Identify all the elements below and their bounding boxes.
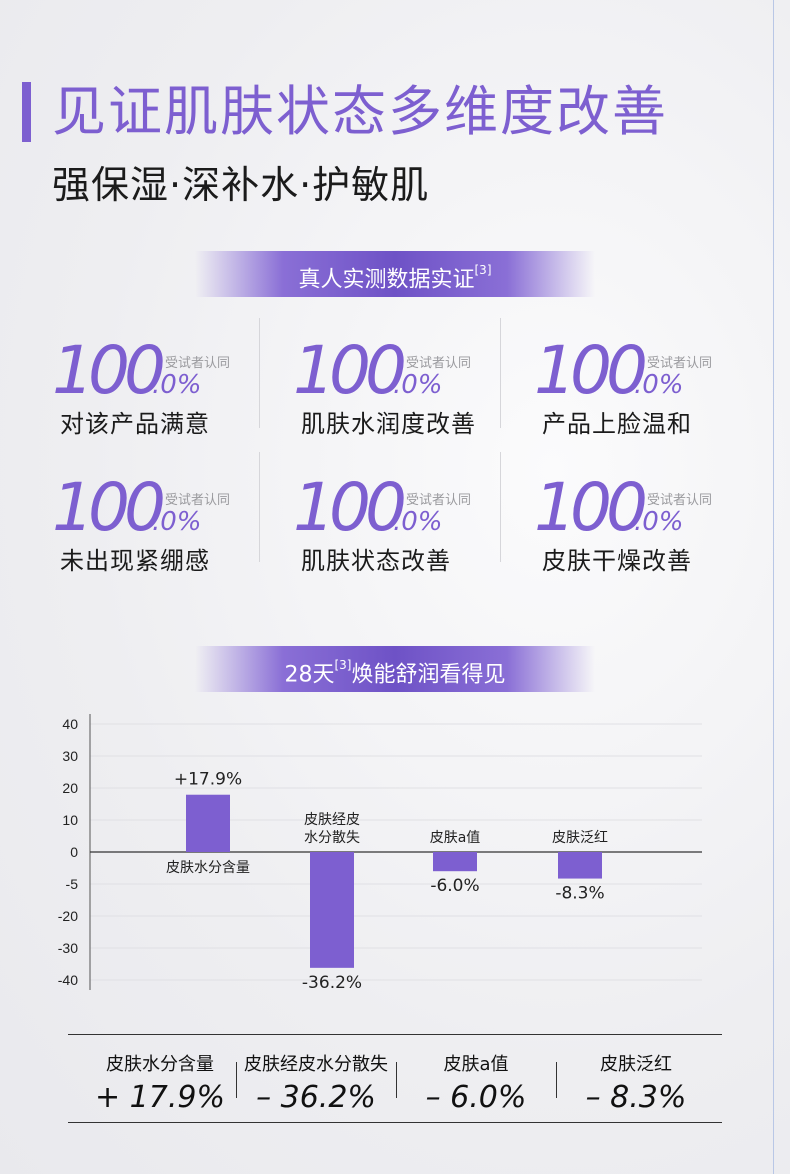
- stat-label: 肌肤状态改善: [301, 547, 451, 575]
- summary-value: – 6.0%: [425, 1080, 527, 1115]
- y-tick-label: 20: [62, 780, 78, 796]
- data-label: -8.3%: [555, 884, 604, 904]
- data-label: -6.0%: [430, 876, 479, 896]
- y-tick-label: 30: [62, 748, 78, 764]
- summary-item: 皮肤泛红 – 8.3%: [558, 1050, 714, 1115]
- stat-big-number: 100: [52, 332, 166, 409]
- summary-divider: [396, 1062, 397, 1098]
- stat-big-number: 100: [534, 332, 648, 409]
- stat-label: 肌肤水润度改善: [301, 410, 476, 438]
- category-label: 皮肤泛红: [552, 830, 608, 846]
- banner-real-test-text: 真人实测数据实证: [298, 267, 475, 293]
- stat-label: 产品上脸温和: [542, 410, 692, 438]
- stat-note: 受试者认同: [406, 493, 472, 508]
- stat-note: 受试者认同: [165, 493, 231, 508]
- title-accent-bar: [22, 82, 31, 142]
- summary-label: 皮肤水分含量: [106, 1054, 214, 1075]
- summary-item: 皮肤水分含量 + 17.9%: [80, 1050, 240, 1115]
- y-tick-label: -5: [66, 876, 79, 892]
- stat-card: 100 .0% 受试者认同 未出现紧绷感: [52, 473, 272, 593]
- stat-decimal: .0%: [393, 507, 443, 537]
- banner-28-days-pre: 28天: [284, 662, 335, 688]
- category-label: 皮肤a值: [430, 830, 481, 846]
- category-label: 皮肤水分含量: [166, 860, 250, 876]
- banner-real-test-ref: [3]: [474, 263, 492, 277]
- summary-item: 皮肤a值 – 6.0%: [398, 1050, 554, 1115]
- summary-label: 皮肤经皮水分散失: [244, 1054, 388, 1075]
- stat-card: 100 .0% 受试者认同 产品上脸温和: [534, 336, 754, 456]
- bar: [558, 852, 602, 879]
- page-subtitle: 强保湿·深补水·护敏肌: [52, 163, 430, 207]
- y-tick-label: 40: [62, 716, 78, 732]
- data-label: +17.9%: [174, 770, 242, 790]
- summary-item: 皮肤经皮水分散失 – 36.2%: [238, 1050, 394, 1115]
- data-label: -36.2%: [302, 973, 362, 993]
- stat-note: 受试者认同: [406, 356, 472, 371]
- stat-big-number: 100: [293, 469, 407, 546]
- y-tick-label: -30: [58, 940, 78, 956]
- banner-28-days: 28天[3]焕能舒润看得见: [195, 646, 595, 692]
- stat-note: 受试者认同: [165, 356, 231, 371]
- stat-decimal: .0%: [634, 370, 684, 400]
- stat-label: 对该产品满意: [60, 410, 210, 438]
- stat-decimal: .0%: [634, 507, 684, 537]
- stat-decimal: .0%: [152, 370, 202, 400]
- stat-note: 受试者认同: [647, 356, 713, 371]
- summary-top-rule: [68, 1034, 722, 1035]
- bar: [310, 852, 354, 968]
- stat-big-number: 100: [293, 332, 407, 409]
- y-tick-label: -40: [58, 972, 78, 988]
- category-label: 水分散失: [304, 830, 360, 846]
- summary-label: 皮肤a值: [443, 1054, 509, 1075]
- category-label: 皮肤经皮: [304, 812, 360, 828]
- banner-28-days-post: 焕能舒润看得见: [351, 662, 506, 688]
- y-tick-label: 10: [62, 812, 78, 828]
- y-tick-label: -20: [58, 908, 78, 924]
- y-tick-label: 0: [70, 844, 78, 860]
- stat-big-number: 100: [534, 469, 648, 546]
- bar: [433, 852, 477, 872]
- stat-label: 未出现紧绷感: [60, 547, 210, 575]
- page-title: 见证肌肤状态多维度改善: [52, 80, 668, 143]
- stat-divider: [259, 452, 260, 562]
- summary-value: – 8.3%: [585, 1080, 687, 1115]
- summary-label: 皮肤泛红: [600, 1054, 672, 1075]
- stat-label: 皮肤干燥改善: [542, 547, 692, 575]
- summary-value: – 36.2%: [256, 1080, 376, 1115]
- summary-divider: [236, 1062, 237, 1098]
- stat-card: 100 .0% 受试者认同 肌肤水润度改善: [293, 336, 513, 456]
- banner-real-test: 真人实测数据实证[3]: [195, 251, 595, 297]
- summary-bottom-rule: [68, 1122, 722, 1123]
- summary-value: + 17.9%: [95, 1080, 225, 1115]
- right-edge-line: [773, 0, 774, 1174]
- stat-note: 受试者认同: [647, 493, 713, 508]
- summary-divider: [556, 1062, 557, 1098]
- stat-big-number: 100: [52, 469, 166, 546]
- stat-decimal: .0%: [393, 370, 443, 400]
- stat-divider: [259, 318, 260, 428]
- bar: [186, 794, 230, 852]
- stat-decimal: .0%: [152, 507, 202, 537]
- stat-card: 100 .0% 受试者认同 肌肤状态改善: [293, 473, 513, 593]
- stat-card: 100 .0% 受试者认同 对该产品满意: [52, 336, 272, 456]
- stat-divider: [500, 318, 501, 428]
- banner-28-days-ref: [3]: [334, 658, 352, 672]
- bar-chart: 40 30 20 10 0 -5 -20 -30 -40 +17.9% 皮肤水分含量 -36.2% 皮肤…: [58, 714, 702, 993]
- stat-divider: [500, 452, 501, 562]
- stat-card: 100 .0% 受试者认同 皮肤干燥改善: [534, 473, 754, 593]
